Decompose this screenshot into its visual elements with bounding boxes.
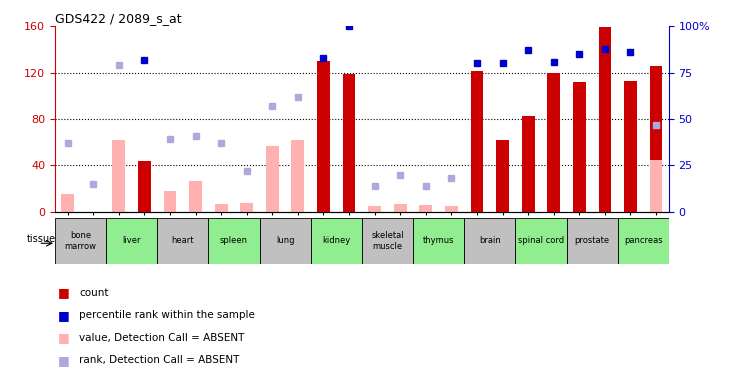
Bar bbox=[317, 61, 330, 212]
Bar bbox=[650, 66, 662, 212]
Bar bbox=[394, 204, 406, 212]
Bar bbox=[496, 140, 509, 212]
Text: ■: ■ bbox=[58, 309, 69, 322]
Text: ■: ■ bbox=[58, 331, 69, 344]
Bar bbox=[548, 73, 560, 212]
Text: spinal cord: spinal cord bbox=[518, 237, 564, 246]
Bar bbox=[343, 74, 355, 212]
Bar bbox=[515, 217, 567, 264]
Text: GDS422 / 2089_s_at: GDS422 / 2089_s_at bbox=[55, 12, 181, 25]
Bar bbox=[599, 27, 611, 212]
Text: count: count bbox=[80, 288, 109, 298]
Text: value, Detection Call = ABSENT: value, Detection Call = ABSENT bbox=[80, 333, 245, 343]
Text: kidney: kidney bbox=[322, 237, 350, 246]
Text: heart: heart bbox=[172, 237, 194, 246]
Bar bbox=[260, 217, 311, 264]
Bar bbox=[240, 202, 253, 212]
Bar bbox=[266, 146, 279, 212]
Bar bbox=[55, 217, 106, 264]
Bar bbox=[311, 217, 362, 264]
Bar bbox=[445, 206, 458, 212]
Text: percentile rank within the sample: percentile rank within the sample bbox=[80, 310, 255, 320]
Bar bbox=[522, 116, 534, 212]
Bar bbox=[157, 217, 208, 264]
Text: pancreas: pancreas bbox=[624, 237, 662, 246]
Bar bbox=[189, 180, 202, 212]
Text: ■: ■ bbox=[58, 286, 69, 300]
Bar bbox=[208, 217, 260, 264]
Bar bbox=[420, 205, 432, 212]
Text: tissue: tissue bbox=[27, 234, 56, 244]
Bar bbox=[618, 217, 669, 264]
Text: rank, Detection Call = ABSENT: rank, Detection Call = ABSENT bbox=[80, 355, 240, 365]
Bar bbox=[650, 160, 662, 212]
Bar bbox=[61, 195, 74, 212]
Text: brain: brain bbox=[479, 237, 501, 246]
Bar bbox=[164, 191, 176, 212]
Bar bbox=[471, 72, 483, 212]
Bar bbox=[413, 217, 464, 264]
Text: skeletal
muscle: skeletal muscle bbox=[371, 231, 404, 251]
Bar bbox=[573, 82, 586, 212]
Bar bbox=[624, 81, 637, 212]
Text: thymus: thymus bbox=[423, 237, 455, 246]
Bar bbox=[368, 206, 381, 212]
Text: ■: ■ bbox=[58, 354, 69, 367]
Text: bone
marrow: bone marrow bbox=[64, 231, 96, 251]
Bar bbox=[113, 140, 125, 212]
Text: prostate: prostate bbox=[575, 237, 610, 246]
Bar bbox=[215, 204, 227, 212]
Text: spleen: spleen bbox=[220, 237, 248, 246]
Bar bbox=[464, 217, 515, 264]
Bar bbox=[292, 140, 304, 212]
Bar bbox=[138, 161, 151, 212]
Text: lung: lung bbox=[276, 237, 295, 246]
Bar bbox=[362, 217, 413, 264]
Text: liver: liver bbox=[122, 237, 141, 246]
Bar bbox=[106, 217, 157, 264]
Bar bbox=[567, 217, 618, 264]
